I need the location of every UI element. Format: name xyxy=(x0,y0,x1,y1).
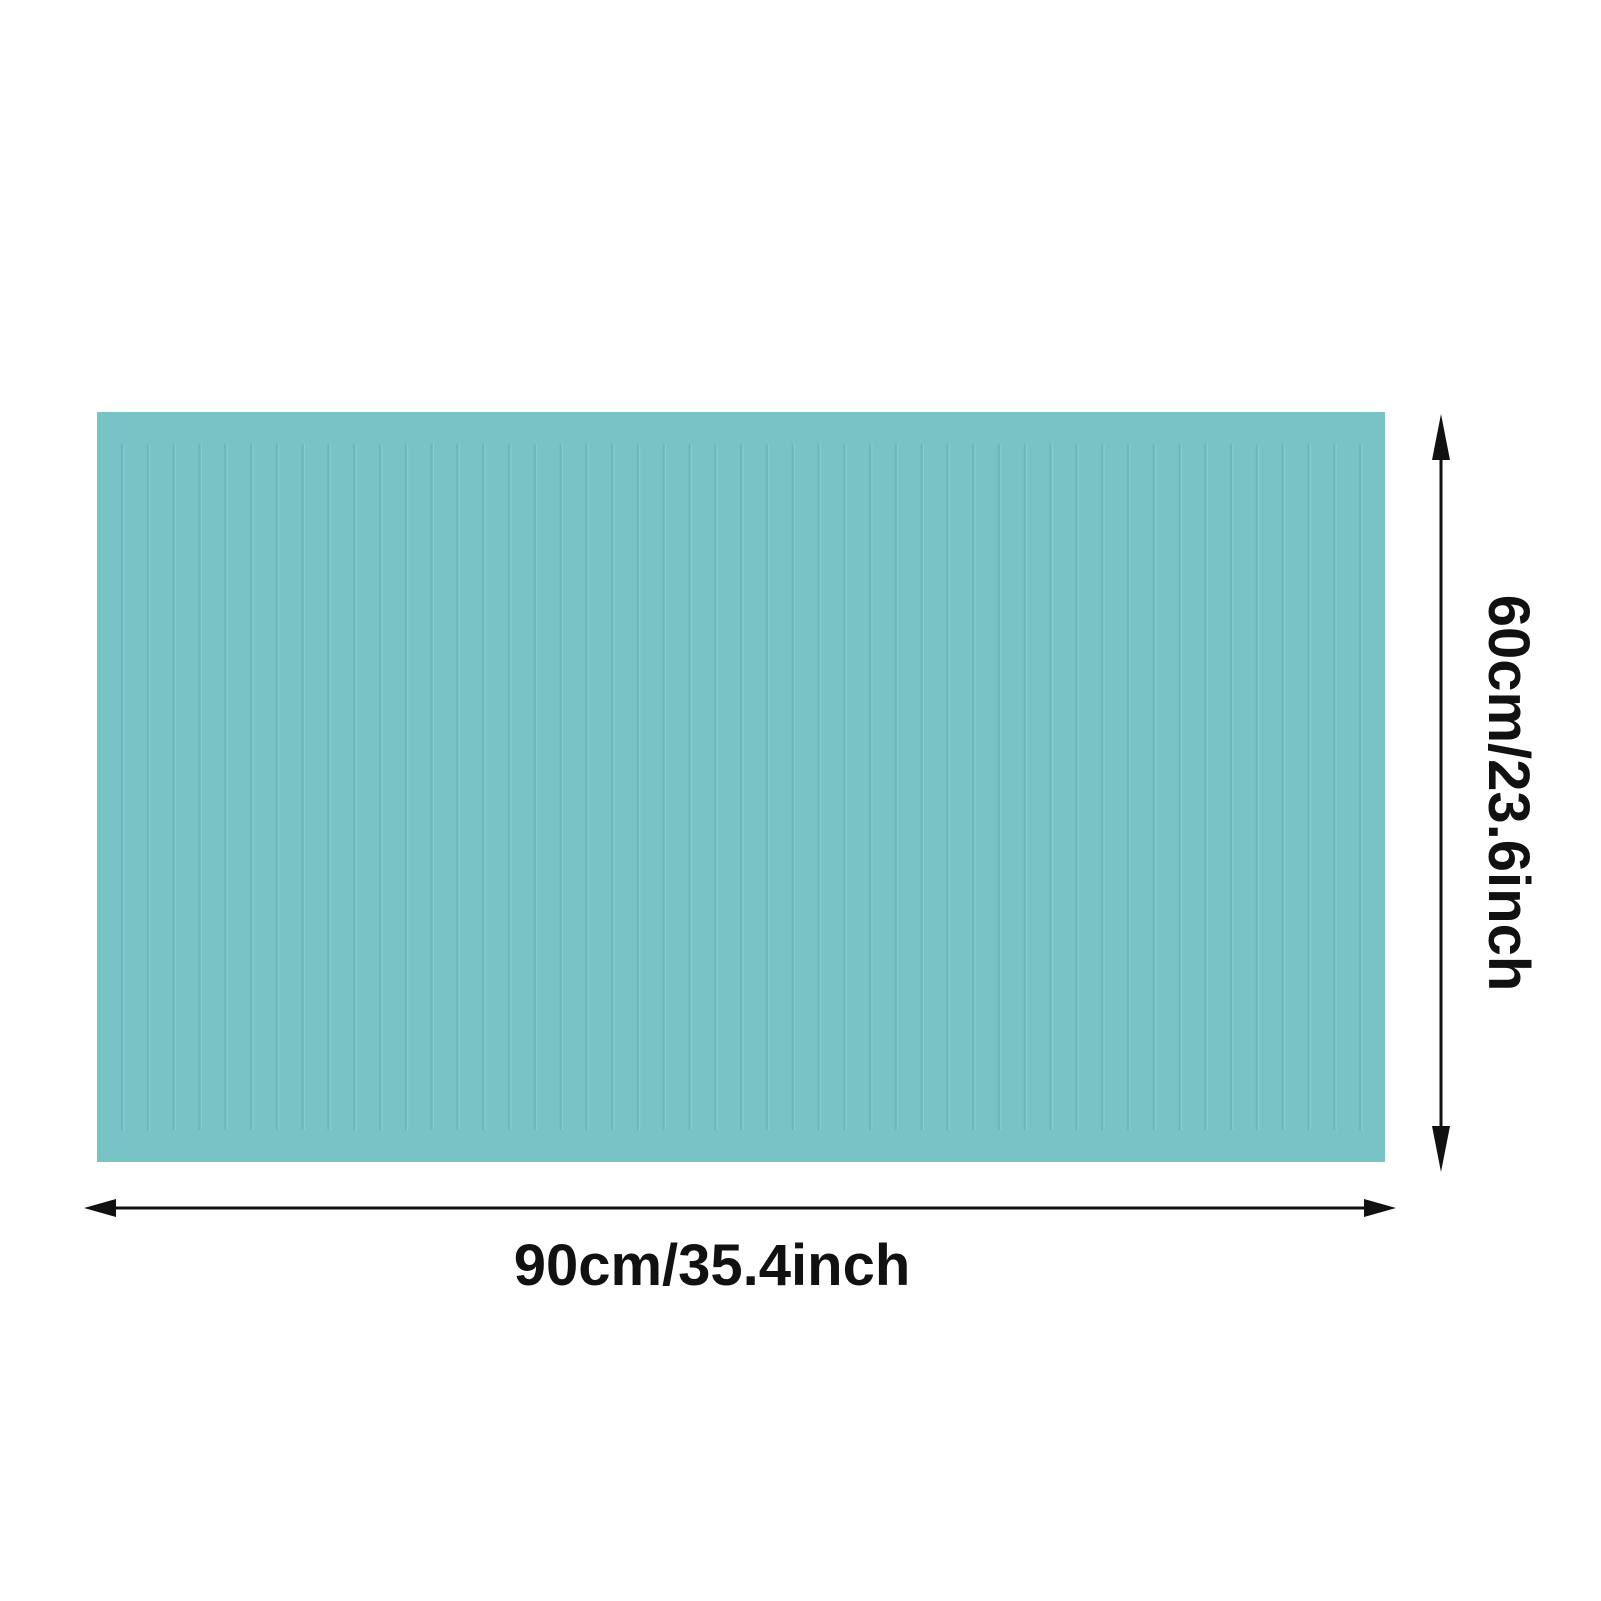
height-arrow-top-head xyxy=(1432,414,1450,460)
height-dimension: 60cm/23.6inch xyxy=(1432,414,1541,1172)
width-arrow-right-head xyxy=(1364,1199,1396,1217)
height-arrow-bottom-head xyxy=(1432,1126,1450,1172)
height-label: 60cm/23.6inch xyxy=(1476,595,1541,992)
width-dimension: 90cm/35.4inch xyxy=(84,1199,1396,1298)
width-label: 90cm/35.4inch xyxy=(514,1233,911,1298)
width-arrow-left-head xyxy=(84,1199,116,1217)
mat-ribs xyxy=(121,444,1363,1130)
drying-mat xyxy=(97,412,1385,1162)
